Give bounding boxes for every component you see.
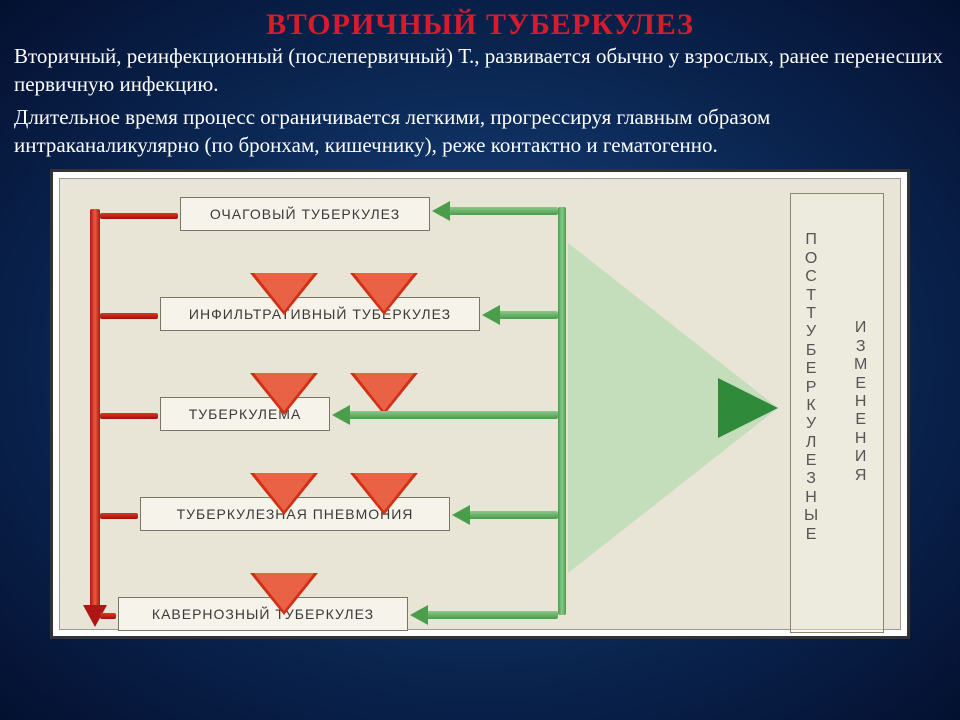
flow-diagram: ОЧАГОВЫЙ ТУБЕРКУЛЕЗ ИНФИЛЬТРАТИВНЫЙ ТУБЕР… — [50, 169, 910, 639]
green-return-0 — [448, 207, 558, 215]
paragraph-2: Длительное время процесс ограничивается … — [0, 103, 960, 160]
green-return-4 — [426, 611, 558, 619]
green-return-tip-3 — [452, 505, 470, 525]
progress-arrow-3 — [350, 373, 418, 415]
diagram-canvas: ОЧАГОВЫЙ ТУБЕРКУЛЕЗ ИНФИЛЬТРАТИВНЫЙ ТУБЕР… — [59, 178, 901, 630]
red-tick-4 — [100, 613, 116, 619]
paragraph-1: Вторичный, реинфекционный (послепервичны… — [0, 42, 960, 99]
green-return-2 — [348, 411, 558, 419]
green-return-tip-2 — [332, 405, 350, 425]
red-progression-rail — [90, 209, 100, 607]
stage-box-1: ИНФИЛЬТРАТИВНЫЙ ТУБЕРКУЛЕЗ — [160, 297, 480, 331]
vertical-label-1: ИЗМЕНЕНИЯ — [854, 319, 869, 485]
green-return-tip-0 — [432, 201, 450, 221]
progress-arrow-1 — [350, 273, 418, 315]
red-tick-2 — [100, 413, 158, 419]
progress-arrow-5 — [350, 473, 418, 515]
slide-title: ВТОРИЧНЫЙ ТУБЕРКУЛЕЗ — [0, 0, 960, 42]
progress-arrow-6 — [250, 573, 318, 615]
vertical-label-0: ПОСТТУБЕРКУЛЕЗНЫЕ — [804, 231, 820, 544]
green-return-rail — [558, 207, 566, 615]
stage-box-0: ОЧАГОВЫЙ ТУБЕРКУЛЕЗ — [180, 197, 430, 231]
progress-arrow-4 — [250, 473, 318, 515]
red-tick-1 — [100, 313, 158, 319]
progress-arrow-0 — [250, 273, 318, 315]
green-return-tip-1 — [482, 305, 500, 325]
green-return-3 — [468, 511, 558, 519]
green-return-tip-4 — [410, 605, 428, 625]
progress-arrow-2 — [250, 373, 318, 415]
green-return-1 — [498, 311, 558, 319]
red-tick-3 — [100, 513, 138, 519]
red-tick-0 — [100, 213, 178, 219]
outcome-triangle-dark — [718, 378, 778, 438]
